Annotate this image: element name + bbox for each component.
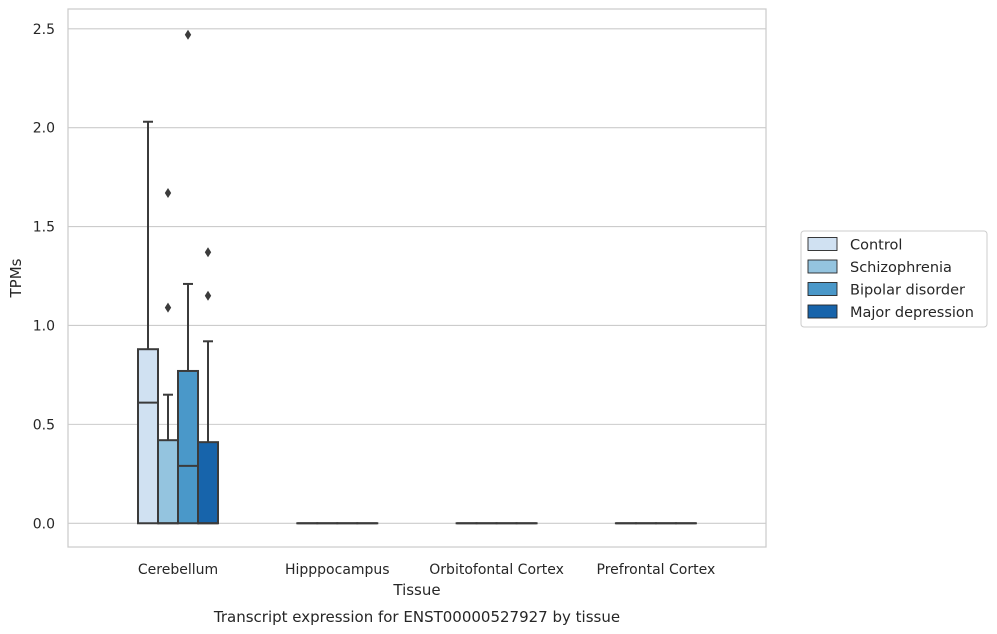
chart-caption: Transcript expression for ENST0000052792…	[213, 608, 620, 626]
legend-label: Schizophrenia	[850, 260, 952, 276]
y-tick-label: 0.0	[33, 516, 55, 532]
box-control	[137, 120, 159, 525]
legend: Control Schizophrenia Bipolar disorder Majo…	[800, 230, 988, 328]
x-tick-label: Hipppocampus	[285, 562, 390, 578]
outlier-point	[164, 302, 172, 313]
x-axis-label: Tissue	[392, 581, 440, 599]
box-bipolar-disorder	[177, 29, 199, 525]
x-tick-labels: Cerebellum Hipppocampus Orbitofontal Corte…	[138, 562, 715, 578]
outlier-point	[204, 247, 212, 258]
box-body	[137, 348, 159, 525]
y-tick-label: 1.0	[33, 318, 55, 334]
y-tick-labels: 0.0 0.5 1.0 1.5 2.0 2.5	[33, 22, 55, 532]
legend-label: Control	[850, 238, 902, 254]
y-tick-label: 1.5	[33, 220, 55, 236]
x-tick-label: Prefrontal Cortex	[597, 562, 716, 578]
legend-swatch	[807, 282, 838, 296]
legend-label: Major depression	[850, 305, 974, 321]
box-schizophrenia	[157, 187, 179, 525]
y-axis-label: TPMs	[7, 258, 25, 298]
y-tick-label: 0.5	[33, 417, 55, 433]
x-tick-label: Orbitofontal Cortex	[429, 562, 564, 578]
y-tick-label: 2.5	[33, 22, 55, 38]
box-body	[177, 369, 199, 525]
legend-frame	[800, 230, 988, 328]
box-body	[157, 439, 179, 525]
box-body	[197, 441, 219, 525]
box-major-depression	[197, 247, 219, 525]
legend-label: Bipolar disorder	[850, 283, 965, 299]
legend-swatch	[807, 259, 838, 274]
x-tick-label: Cerebellum	[138, 562, 218, 578]
outlier-point	[164, 187, 172, 198]
outlier-point	[184, 29, 192, 40]
legend-swatch	[807, 237, 838, 251]
legend-swatch	[807, 304, 838, 319]
plot-frame	[67, 8, 767, 548]
y-tick-label: 2.0	[33, 121, 55, 137]
box-groups	[137, 29, 697, 525]
outlier-point	[204, 290, 212, 301]
